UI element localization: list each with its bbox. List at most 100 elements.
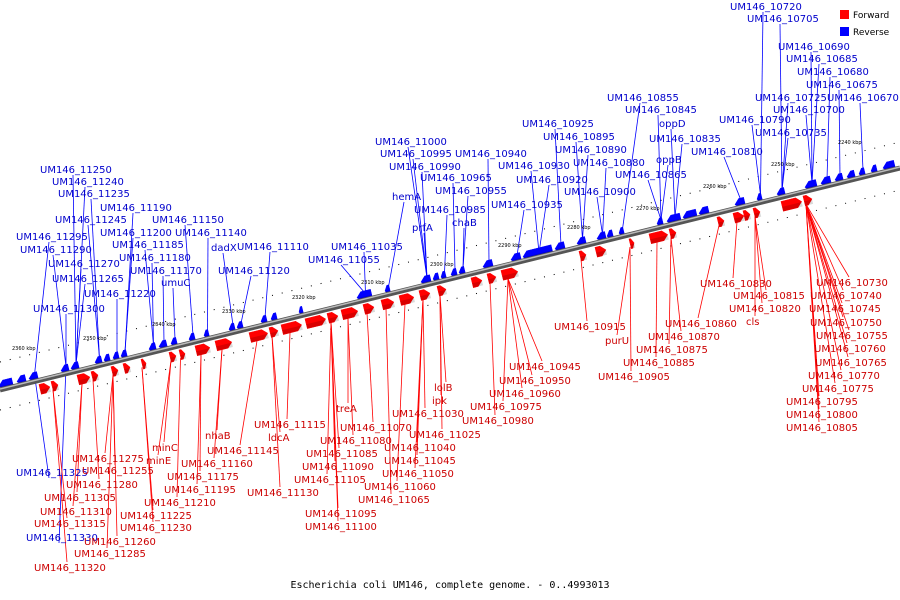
leader-line [72,174,77,365]
leader-line [805,204,850,331]
leader-line [330,321,340,449]
gene-label: UM146_10820 [729,304,801,315]
gene-label: UM146_10935 [491,200,563,211]
forward-gene-arrow [340,307,359,321]
gene-label: UM146_10945 [509,362,581,373]
leader-line [805,204,842,371]
leader-line [76,383,83,493]
gene-label: UM146_10790 [719,115,791,126]
leader-line [124,237,134,352]
gene-label: UM146_11265 [52,274,124,285]
forward-gene-arrow [248,329,269,343]
leader-line [575,141,583,240]
gene-label: dadX [211,243,237,254]
gene-label: ldcA [268,433,290,444]
gene-label: purU [605,336,629,347]
gene-label: UM146_11160 [181,459,253,470]
gene-label: UM146_10980 [462,416,534,427]
forward-gene-arrow [398,293,415,306]
forward-gene-arrow [76,373,92,386]
gene-label: UM146_10760 [814,344,886,355]
leader-line [106,374,114,549]
gene-label: UM146_10865 [615,170,687,181]
gene-label: cls [746,317,760,328]
forward-gene-arrow [380,298,396,311]
forward-gene-arrow [110,365,120,377]
gene-label: UM146_11275 [72,454,144,465]
gene-label: UM146_10950 [499,376,571,387]
gene-label: UM146_11120 [218,266,290,277]
gene-label: ipk [432,396,447,407]
leader-line [805,204,848,344]
gene-label: minE [146,456,171,467]
gene-label: UM146_11285 [74,549,146,560]
gene-label: UM146_10690 [778,42,850,53]
gene-label: UM146_10740 [810,291,882,302]
gene-label: UM146_11100 [305,522,377,533]
gene-label: UM146_10800 [786,410,858,421]
tick-label: 2290 kbp [498,243,522,249]
gene-label: UM146_11090 [302,462,374,473]
leader-line [141,367,154,523]
gene-label: UM146_11130 [247,488,319,499]
leader-line [859,102,864,170]
leader-line [162,275,165,343]
leader-line [507,278,523,389]
leader-line [388,201,405,287]
gene-label: UM146_10995 [380,149,452,160]
forward-gene-labels: UM146_10730 UM146_10830 UM146_10740 UM14… [34,278,888,574]
leader-line [602,167,607,235]
gene-label: UM146_10860 [665,319,737,330]
leader-line [439,294,443,430]
forward-gene-arrow [326,312,340,324]
leader-line [826,76,831,180]
leader-line [347,318,354,436]
gene-label: UM146_11080 [320,436,392,447]
leader-line [452,182,456,271]
gene-label: UM146_11235 [58,189,130,200]
gene-label: UM146_10855 [607,93,679,104]
leader-line [507,278,533,376]
gene-label: UM146_10930 [498,161,570,172]
forward-gene-arrow [594,245,608,258]
leader-line [489,282,496,416]
leader-line [616,247,631,336]
leader-line [462,195,469,269]
forward-gene-arrow [280,320,303,335]
forward-gene-arrow [38,383,52,395]
gene-label: UM146_10805 [786,423,858,434]
gene-label: UM146_10955 [435,186,507,197]
gene-label: UM146_10895 [543,132,615,143]
forward-gene-arrow [486,272,498,285]
leader-line [52,389,68,563]
leader-line [530,170,540,253]
gene-label: nhaB [205,431,231,442]
leader-line [554,128,562,245]
forward-gene-arrow [628,238,636,249]
gene-label: UM146_10960 [489,389,561,400]
gene-label: UM146_11230 [120,523,192,534]
leader-line [805,204,849,358]
gene-label: UM146_11220 [84,289,156,300]
gene-label: UM146_11200 [100,228,172,239]
leader-line [213,349,223,459]
leader-line [58,366,67,544]
forward-gene-arrow [194,343,211,357]
gene-label: UM146_11040 [384,443,456,454]
gene-label: UM146_11035 [331,242,403,253]
leader-line [810,51,813,184]
leader-line [176,358,181,498]
genome-backbone [0,165,900,393]
leader-line [196,354,202,485]
leader-line [271,335,281,433]
gene-label: treA [336,404,357,415]
tick-label: 2310 kbp [361,280,385,286]
leader-line [72,383,83,507]
leader-line [90,198,100,359]
gene-label: UM146_11330 [26,533,98,544]
gene-label: UM146_10905 [598,372,670,383]
gene-label: UM146_11190 [100,203,172,214]
gene-label: UM146_10875 [636,345,708,356]
forward-gene-arrow [90,370,100,382]
